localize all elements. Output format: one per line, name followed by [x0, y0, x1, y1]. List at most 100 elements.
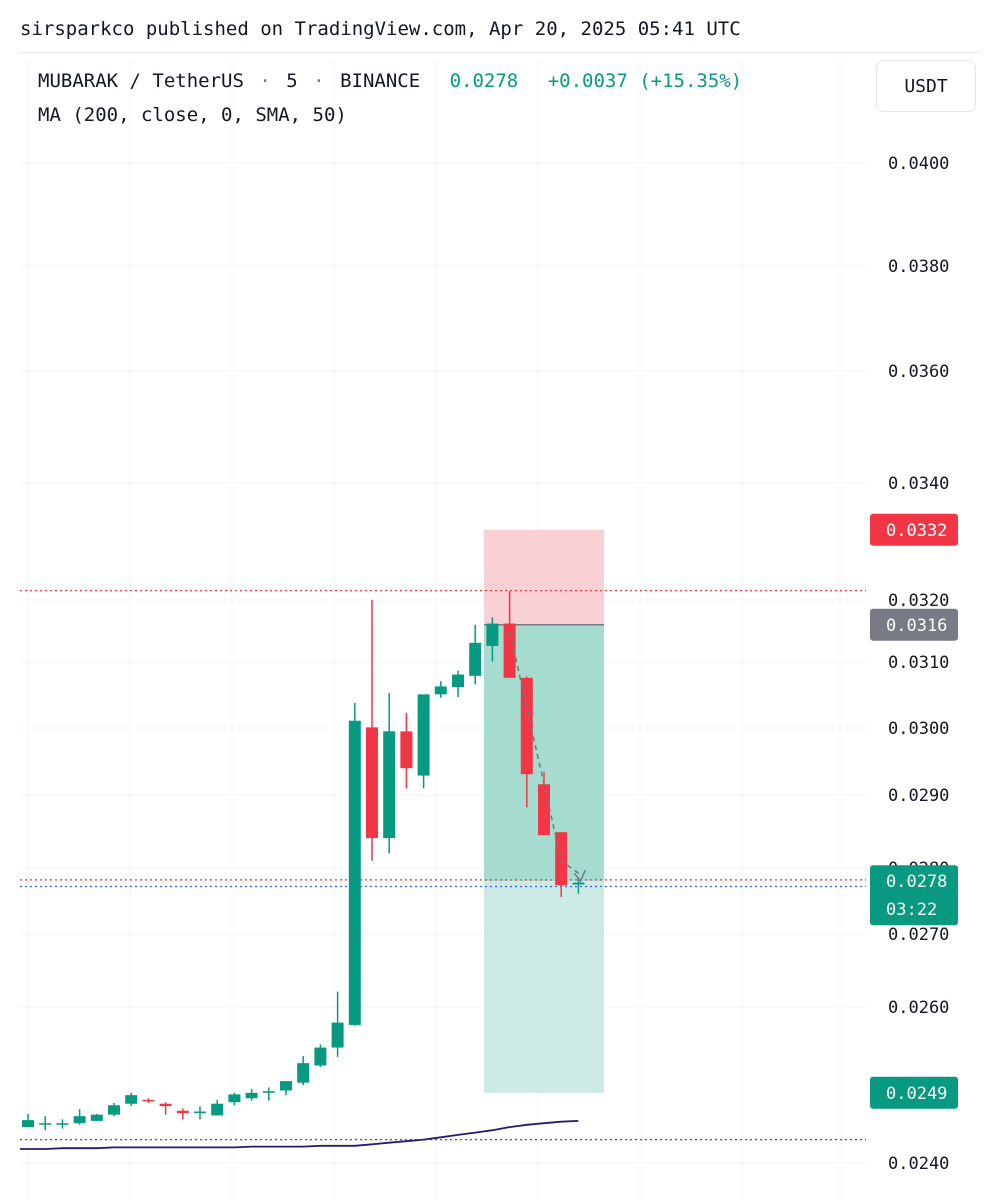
price-label-target: 0.0249: [870, 1076, 958, 1109]
candle: [280, 1081, 292, 1096]
price-axis: 0.02400.02600.02700.02800.02900.03000.03…: [888, 154, 949, 1174]
candle: [73, 1109, 86, 1125]
candle-body: [73, 1116, 86, 1124]
candle-body: [56, 1123, 69, 1125]
candle-body: [383, 731, 396, 839]
candle: [39, 1116, 52, 1131]
candle: [469, 624, 482, 685]
legend-separator: ·: [259, 70, 271, 92]
candle: [125, 1092, 138, 1107]
y-tick-label: 0.0310: [888, 653, 949, 673]
candle: [228, 1092, 241, 1106]
candle: [348, 702, 361, 1026]
candle-body: [538, 784, 550, 836]
indicator-legend[interactable]: MA (200, close, 0, SMA, 50): [38, 104, 347, 126]
candle: [486, 617, 499, 662]
candle: [297, 1056, 310, 1085]
candles-group: [22, 591, 585, 1131]
countdown-text: 03:22: [886, 900, 937, 920]
candle-body: [520, 677, 533, 775]
candle-body: [108, 1105, 120, 1115]
chart-grid: [20, 60, 866, 1200]
candle-body: [142, 1099, 155, 1102]
price-label-entry: 0.0316: [870, 608, 958, 641]
candle-body: [22, 1120, 34, 1128]
candle: [56, 1119, 69, 1129]
candle: [159, 1102, 172, 1115]
candle-body: [331, 1022, 344, 1048]
candle-body: [176, 1110, 189, 1114]
candle-body: [245, 1092, 258, 1099]
candle-body: [125, 1095, 138, 1104]
y-tick-label: 0.0270: [888, 925, 949, 945]
interval[interactable]: 5: [286, 70, 298, 92]
candle-body: [434, 686, 447, 695]
candle-body: [400, 731, 413, 769]
y-tick-label: 0.0400: [888, 154, 949, 174]
candle: [211, 1099, 224, 1116]
candle: [22, 1113, 34, 1128]
candle-body: [469, 642, 482, 676]
candle: [434, 681, 447, 698]
candle: [262, 1087, 275, 1101]
ma-line-group: [20, 1120, 579, 1150]
currency-button[interactable]: USDT: [876, 60, 976, 112]
y-tick-label: 0.0260: [888, 998, 949, 1018]
y-tick-label: 0.0360: [888, 362, 949, 382]
candle: [108, 1102, 120, 1117]
candle-body: [280, 1081, 292, 1091]
candle-body: [297, 1063, 310, 1083]
candle: [176, 1108, 189, 1120]
candle-body: [228, 1094, 241, 1103]
candle: [452, 670, 464, 697]
publish-header: sirsparkco published on TradingView.com,…: [20, 18, 741, 40]
horizontal-lines: [20, 590, 866, 1141]
profit-zone-filled: [484, 624, 604, 882]
candle-body: [417, 694, 430, 776]
candle-body: [366, 727, 378, 839]
candle: [366, 600, 378, 861]
y-tick-label: 0.0340: [888, 474, 949, 494]
symbol-name[interactable]: MUBARAK / TetherUS: [38, 70, 244, 92]
price-label-stop: 0.0332: [870, 513, 958, 546]
candle: [90, 1113, 103, 1121]
projection-line: [508, 630, 581, 876]
candle: [194, 1106, 206, 1120]
candle: [520, 676, 533, 808]
candle: [572, 877, 585, 894]
candle-body: [314, 1047, 327, 1066]
price-label-box: [870, 513, 958, 546]
candle: [400, 712, 413, 789]
legend-separator: ·: [313, 70, 325, 92]
candle-body: [572, 882, 585, 885]
price-label-text: 0.0332: [886, 521, 947, 541]
candle-body: [262, 1091, 275, 1093]
y-tick-label: 0.0300: [888, 719, 949, 739]
price-label-last: 0.0278 03:22: [870, 865, 958, 926]
price-labels: 0.0332 0.0316 0.0278 03:22 0.0249: [870, 513, 958, 1109]
price-change: +0.0037 (+15.35%): [547, 70, 743, 92]
projection-path: [508, 630, 587, 883]
y-tick-label: 0.0320: [888, 591, 949, 611]
last-price: 0.0278: [449, 70, 519, 92]
candle-body: [503, 623, 516, 678]
price-label-text: 0.0249: [886, 1084, 947, 1104]
candle: [314, 1044, 327, 1068]
ma-line: [20, 1120, 579, 1150]
candle: [245, 1088, 258, 1101]
candle-body: [39, 1123, 52, 1125]
price-label-text: 0.0278: [886, 872, 947, 892]
exchange: BINANCE: [340, 70, 421, 92]
profit-zone-remaining: [484, 881, 604, 1093]
y-tick-label: 0.0290: [888, 786, 949, 806]
candle-body: [211, 1103, 224, 1116]
candle-body: [452, 674, 464, 688]
projection-arrowhead: [573, 869, 587, 883]
price-label-box: [870, 1076, 958, 1109]
candle: [142, 1098, 155, 1103]
candle: [383, 693, 396, 854]
candle: [417, 694, 430, 789]
candle-body: [348, 720, 361, 1025]
candle-body: [555, 832, 568, 886]
